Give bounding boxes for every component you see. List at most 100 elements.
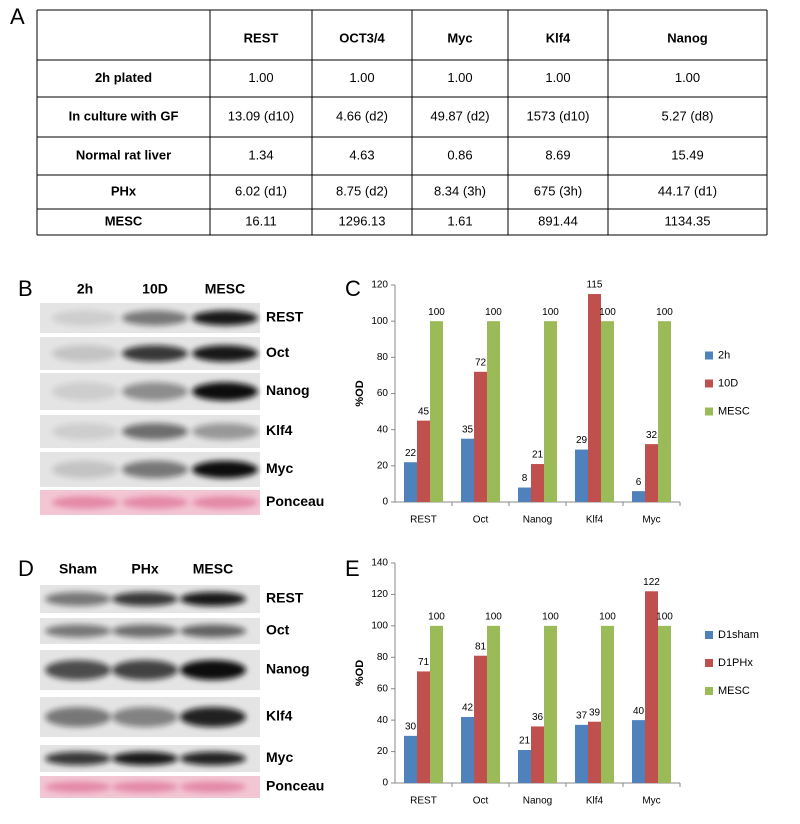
panel-label: E (345, 556, 360, 581)
blot-band (52, 460, 118, 479)
data-label: 21 (519, 736, 531, 747)
lane-label: 10D (142, 281, 168, 297)
table-header: REST (244, 30, 279, 45)
table-cell: 16.11 (245, 213, 277, 228)
table-cell: 1134.35 (664, 213, 710, 228)
data-label: 29 (576, 435, 588, 446)
ponceau-band (122, 496, 188, 509)
table-header: Nanog (667, 30, 708, 45)
bar (632, 491, 645, 502)
y-tick-label: 40 (377, 715, 389, 726)
table-cell: 1.00 (248, 70, 273, 85)
bar (588, 294, 601, 502)
blot-band (122, 345, 188, 362)
blot-band (192, 345, 258, 362)
data-label: 8 (522, 473, 528, 484)
x-tick-label: Oct (473, 515, 489, 526)
blot-band (52, 382, 118, 401)
data-label: 100 (485, 611, 502, 622)
ponceau-band (45, 781, 111, 793)
ponceau-band (180, 781, 246, 793)
blot-band (45, 707, 111, 727)
data-label: 100 (599, 611, 616, 622)
data-label: 22 (405, 448, 417, 459)
blot-band (45, 751, 111, 766)
data-label: 100 (599, 307, 616, 318)
blot-band (122, 423, 188, 440)
bar (417, 671, 430, 783)
blot-band (122, 310, 188, 326)
data-label: 71 (418, 657, 430, 668)
table-cell: 1.61 (447, 213, 472, 228)
legend-label: MESC (718, 685, 750, 697)
bar (588, 721, 601, 783)
data-label: 122 (643, 577, 660, 588)
table-cell: 1.00 (675, 70, 700, 85)
y-tick-label: 60 (377, 683, 389, 694)
data-label: 100 (656, 307, 673, 318)
y-tick-label: 40 (377, 424, 389, 435)
table-cell: 675 (3h) (534, 183, 582, 198)
bar (645, 591, 658, 783)
panel-label: A (10, 4, 25, 29)
y-axis-label: %OD (354, 660, 366, 686)
data-label: 115 (587, 280, 603, 291)
table-cell: 1573 (d10) (527, 108, 590, 123)
legend-swatch (705, 379, 713, 388)
bar (575, 724, 588, 783)
lane-label: MESC (193, 561, 233, 577)
bar (658, 321, 671, 502)
x-tick-label: Myc (642, 515, 660, 526)
bar (544, 321, 557, 502)
blot-band (112, 707, 178, 727)
y-tick-label: 100 (371, 316, 388, 327)
bar (404, 462, 417, 502)
y-tick-label: 120 (371, 280, 388, 291)
y-tick-label: 20 (377, 460, 389, 471)
lane-label: 2h (77, 281, 93, 297)
bar (417, 420, 430, 502)
table-cell: 0.86 (447, 147, 472, 162)
table-cell: 1.00 (447, 70, 472, 85)
blot-row-label: Klf4 (266, 708, 293, 724)
x-tick-label: REST (410, 796, 437, 807)
data-label: 100 (485, 307, 502, 318)
blot-row-label: Oct (266, 344, 290, 360)
data-label: 37 (576, 710, 588, 721)
x-tick-label: Klf4 (586, 796, 604, 807)
y-axis-label: %OD (354, 380, 366, 406)
data-label: 36 (532, 712, 544, 723)
bar (531, 726, 544, 783)
blot-band (180, 660, 246, 680)
blot-row-label: Nanog (266, 382, 310, 398)
blot-band (112, 751, 178, 766)
table-row-label: In culture with GF (69, 108, 179, 123)
table-cell: 1.00 (545, 70, 570, 85)
data-label: 6 (636, 477, 642, 488)
data-label: 72 (475, 357, 487, 368)
bar (575, 449, 588, 502)
blot-band (192, 310, 258, 326)
bar (518, 750, 531, 783)
legend-label: 2h (718, 349, 730, 361)
bar (487, 625, 500, 783)
blot-band (122, 382, 188, 401)
data-label: 35 (462, 424, 474, 435)
data-label: 32 (646, 430, 658, 441)
table-cell: 4.63 (349, 147, 374, 162)
panel-label: C (345, 276, 361, 301)
data-label: 100 (428, 611, 445, 622)
blot-row-label: Ponceau (266, 778, 324, 794)
y-tick-label: 120 (371, 589, 388, 600)
table-row-label: PHx (111, 183, 137, 198)
ponceau-band (52, 496, 118, 509)
lane-label: PHx (131, 561, 158, 577)
bar (461, 438, 474, 502)
blot-band (52, 310, 118, 326)
blot-band (112, 624, 178, 638)
ponceau-band (192, 496, 258, 509)
x-tick-label: Oct (473, 796, 489, 807)
table-cell: 1296.13 (339, 213, 386, 228)
blot-band (45, 624, 111, 638)
